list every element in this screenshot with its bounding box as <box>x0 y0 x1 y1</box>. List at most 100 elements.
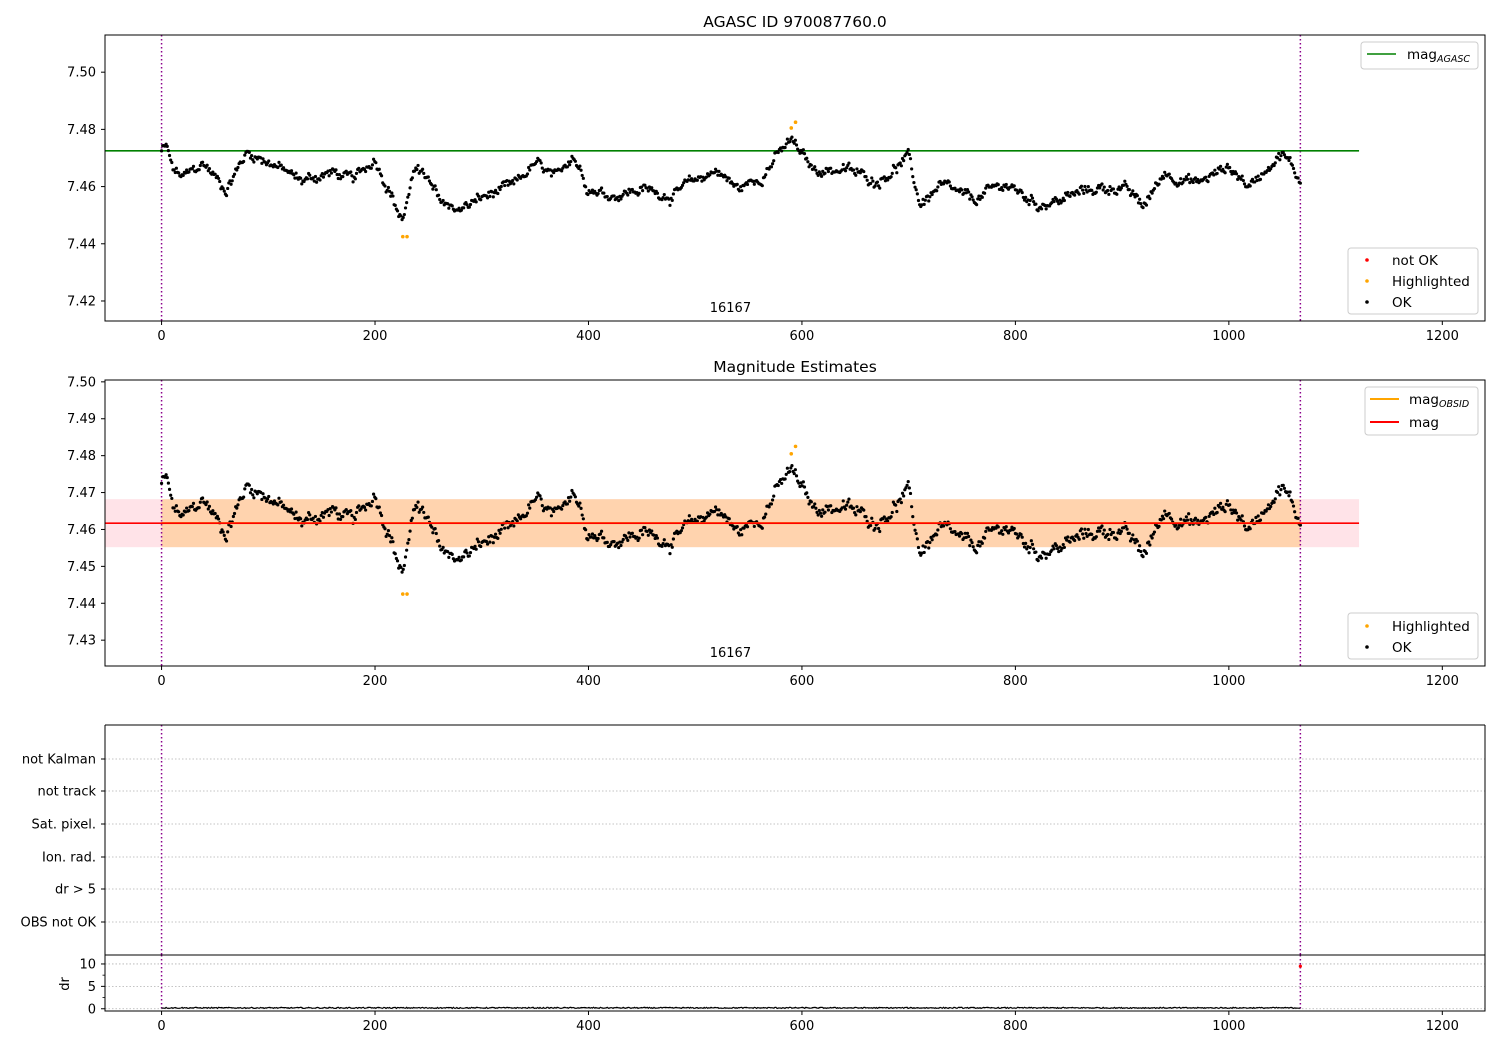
data-point <box>1068 194 1072 198</box>
data-point <box>912 180 916 185</box>
data-point <box>1225 162 1230 166</box>
data-point <box>785 466 789 470</box>
data-point <box>1248 184 1252 188</box>
data-point <box>1043 552 1047 556</box>
data-point <box>279 500 283 504</box>
data-point <box>1282 486 1287 490</box>
data-point <box>177 510 181 514</box>
data-point <box>1262 511 1266 515</box>
data-point <box>1287 494 1291 498</box>
data-point <box>260 161 264 165</box>
x-tick-label: 1200 <box>1426 329 1459 344</box>
data-point <box>1288 490 1292 494</box>
data-point <box>1098 186 1102 190</box>
data-point <box>908 157 913 161</box>
data-point <box>248 156 253 160</box>
data-point <box>565 165 569 169</box>
data-point <box>770 162 775 166</box>
data-point <box>1095 186 1100 190</box>
data-point <box>1062 198 1066 203</box>
data-point <box>1027 203 1031 207</box>
data-point <box>457 206 461 210</box>
data-point <box>318 519 322 523</box>
data-point <box>377 505 381 509</box>
data-point <box>1001 532 1005 536</box>
data-point <box>292 173 296 177</box>
data-point <box>293 176 297 180</box>
data-point <box>904 486 908 490</box>
data-point <box>975 203 979 207</box>
data-point <box>598 532 603 536</box>
y-tick-label: 7.48 <box>67 123 96 138</box>
data-point <box>1229 508 1233 512</box>
data-point <box>488 194 492 198</box>
data-point <box>402 212 406 217</box>
data-point <box>475 537 479 541</box>
data-point <box>431 187 435 191</box>
data-point <box>915 537 919 541</box>
data-point <box>174 166 178 170</box>
data-point <box>525 172 530 176</box>
data-point <box>662 192 666 197</box>
data-point <box>695 519 699 523</box>
data-point <box>1234 511 1239 515</box>
data-point <box>1061 542 1065 547</box>
highlighted-point <box>400 592 405 596</box>
data-point <box>415 167 419 172</box>
data-point <box>826 169 831 174</box>
data-point <box>902 159 906 163</box>
data-point <box>821 169 825 173</box>
data-point <box>823 171 827 175</box>
data-point <box>829 504 833 508</box>
data-point <box>159 149 164 153</box>
data-point <box>586 538 590 542</box>
data-point <box>1277 485 1281 489</box>
data-point <box>869 523 873 528</box>
data-point <box>745 182 750 187</box>
data-point <box>1081 188 1085 192</box>
data-point <box>539 497 543 501</box>
x-tick-label: 400 <box>576 329 601 344</box>
data-point <box>260 497 264 502</box>
data-point <box>402 563 406 568</box>
data-point <box>907 486 911 490</box>
data-point <box>313 514 318 519</box>
data-point <box>232 511 237 516</box>
data-point <box>1095 529 1100 533</box>
data-point <box>1221 505 1225 509</box>
data-point <box>1184 515 1188 519</box>
data-point <box>538 158 542 163</box>
data-point <box>527 165 531 170</box>
data-point <box>1242 182 1247 186</box>
data-point <box>619 197 623 201</box>
data-point <box>894 166 898 170</box>
data-point <box>519 517 523 521</box>
data-point <box>173 170 177 175</box>
data-point <box>1094 190 1098 194</box>
data-point <box>476 540 481 544</box>
data-point <box>1223 171 1227 175</box>
data-point <box>351 180 355 184</box>
data-point <box>612 194 616 198</box>
data-point <box>670 545 674 549</box>
data-point <box>596 191 600 196</box>
data-point <box>568 499 572 503</box>
data-point <box>321 515 326 519</box>
data-point <box>349 509 353 513</box>
data-point <box>727 517 731 521</box>
data-point <box>870 516 874 520</box>
data-point <box>1148 197 1152 201</box>
data-point <box>299 176 303 180</box>
data-point <box>1090 532 1094 536</box>
data-point <box>335 512 339 516</box>
data-point <box>281 503 286 507</box>
data-point <box>639 528 644 532</box>
data-point <box>1152 186 1157 191</box>
data-point <box>165 144 169 148</box>
data-point <box>643 526 647 530</box>
data-point <box>473 544 477 549</box>
data-point <box>851 168 856 172</box>
data-point <box>1139 549 1143 554</box>
legend-label: OK <box>1392 640 1413 656</box>
data-point <box>433 184 437 188</box>
